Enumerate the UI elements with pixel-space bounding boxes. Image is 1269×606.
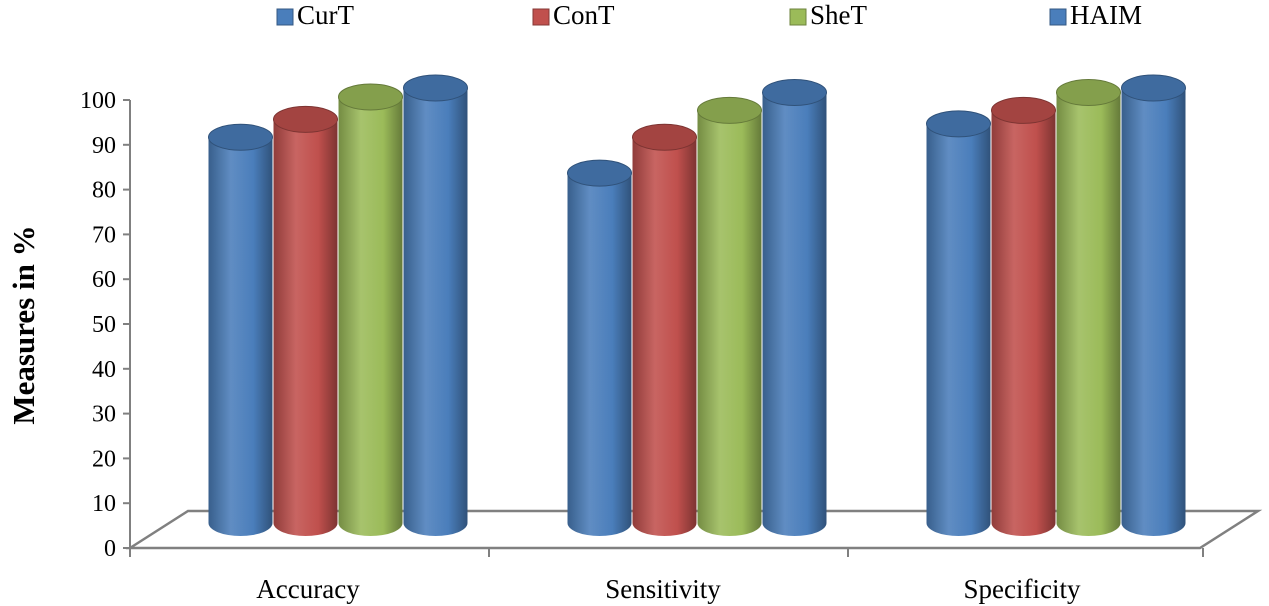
bar-cont-sensitivity [632,123,697,536]
bar-top [273,105,338,133]
bar-body [1121,88,1186,536]
bar-haim-accuracy [403,74,468,536]
bar-top [632,123,697,151]
bar-shet-accuracy [338,83,403,537]
bar-body [403,88,468,536]
bar-top [697,96,762,124]
y-tick-label: 70 [92,222,116,248]
bar-top [926,110,991,138]
bar-body [567,173,632,536]
legend-label: SheT [810,0,868,30]
bar-cont-accuracy [273,105,338,537]
bar-top [567,159,632,187]
bar-curt-sensitivity [567,159,632,536]
bar-body [697,110,762,537]
legend-swatch [532,8,550,26]
legend-item-cont: ConT [532,0,615,30]
x-tick-label-accuracy: Accuracy [256,574,360,604]
bar-body [632,137,697,536]
x-tick-label-sensitivity: Sensitivity [605,574,721,604]
x-tick-label-specificity: Specificity [964,574,1081,604]
legend-label: ConT [553,0,615,30]
legend-swatch [789,8,807,26]
legend-item-haim: HAIM [1049,0,1142,30]
bar-top [208,123,273,151]
legend-item-curt: CurT [276,0,355,30]
y-tick-label: 50 [92,312,116,338]
bar-top [403,74,468,102]
y-tick-label: 40 [92,357,116,383]
bar-haim-sensitivity [762,78,827,536]
y-tick-label: 30 [92,402,116,428]
legend-label: CurT [297,0,355,30]
bar-top [762,78,827,106]
bars [208,74,1186,537]
y-tick-label: 0 [104,536,116,562]
legend-swatch [1049,8,1067,26]
bar-body [1056,92,1121,536]
legend-swatch [276,8,294,26]
legend: CurT ConT SheT HAIM [276,0,1142,30]
y-tick-label: 80 [92,178,116,204]
bar-top [1121,74,1186,102]
bar-curt-specificity [926,110,991,536]
bar-top [338,83,403,111]
legend-label: HAIM [1070,0,1142,30]
bar-body [208,137,273,536]
y-axis-title: Measures in % [6,225,41,424]
bar-body [991,110,1056,537]
bar-body [926,123,991,536]
y-axis: 0 10 20 30 40 50 60 70 80 90 100 [80,88,131,562]
bar-top [1056,78,1121,106]
bar-body [338,96,403,537]
y-tick-label: 10 [92,491,116,517]
bar-cont-specificity [991,96,1056,537]
bar-top [991,96,1056,124]
y-tick-label: 60 [92,267,116,293]
y-tick-label: 100 [80,88,116,114]
y-tick-label: 20 [92,446,116,472]
bar-shet-specificity [1056,78,1121,536]
bar-body [273,119,338,537]
bar-curt-accuracy [208,123,273,536]
x-axis: Accuracy Sensitivity Specificity [129,547,1204,604]
legend-item-shet: SheT [789,0,868,30]
bar-body [762,92,827,536]
bar-shet-sensitivity [697,96,762,537]
bar-haim-specificity [1121,74,1186,536]
y-tick-label: 90 [92,133,116,159]
